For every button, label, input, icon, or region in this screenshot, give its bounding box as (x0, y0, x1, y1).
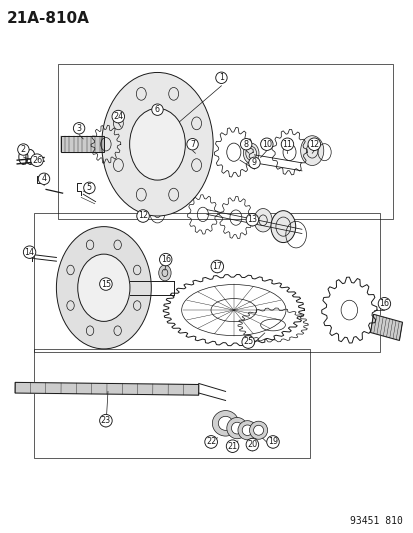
Circle shape (270, 211, 295, 243)
Circle shape (102, 72, 213, 216)
Text: 4: 4 (41, 174, 46, 183)
Text: 15: 15 (101, 279, 111, 288)
Text: 93451 810: 93451 810 (349, 516, 402, 526)
Polygon shape (15, 382, 198, 395)
Text: 19: 19 (267, 438, 278, 447)
Circle shape (129, 108, 185, 180)
Ellipse shape (218, 416, 232, 430)
Ellipse shape (226, 417, 247, 439)
Ellipse shape (243, 143, 259, 164)
Text: 11: 11 (282, 140, 292, 149)
Text: 9: 9 (251, 158, 256, 167)
Ellipse shape (253, 425, 263, 435)
Text: 14: 14 (24, 248, 35, 257)
Text: 7: 7 (190, 140, 195, 149)
Text: 5: 5 (87, 183, 92, 192)
Ellipse shape (212, 410, 238, 436)
Text: 16: 16 (160, 255, 170, 264)
Ellipse shape (249, 421, 267, 439)
Circle shape (56, 227, 151, 349)
Text: 26: 26 (32, 156, 42, 165)
Text: 16: 16 (378, 299, 389, 308)
Text: 12: 12 (309, 140, 318, 149)
Text: 25: 25 (242, 337, 253, 346)
Circle shape (78, 254, 130, 321)
Text: 12: 12 (138, 212, 148, 221)
Ellipse shape (188, 142, 205, 165)
Text: 2: 2 (21, 145, 26, 154)
Text: 10: 10 (261, 140, 271, 149)
Text: 21A-810A: 21A-810A (7, 11, 90, 26)
Text: 8: 8 (243, 140, 248, 149)
Text: 21: 21 (227, 442, 237, 451)
Text: 6: 6 (154, 105, 159, 114)
Text: 1: 1 (218, 73, 223, 82)
Ellipse shape (231, 422, 242, 434)
Ellipse shape (237, 421, 256, 440)
Text: 17: 17 (212, 262, 222, 271)
Text: 3: 3 (76, 124, 81, 133)
Polygon shape (370, 314, 401, 341)
Text: 22: 22 (206, 438, 216, 447)
Text: 20: 20 (247, 440, 257, 449)
Circle shape (254, 208, 271, 232)
Circle shape (158, 265, 171, 281)
Ellipse shape (242, 425, 252, 435)
Polygon shape (60, 136, 104, 152)
Text: 13: 13 (247, 215, 257, 224)
Text: 24: 24 (113, 112, 123, 121)
Circle shape (300, 136, 323, 165)
Text: 23: 23 (101, 416, 111, 425)
